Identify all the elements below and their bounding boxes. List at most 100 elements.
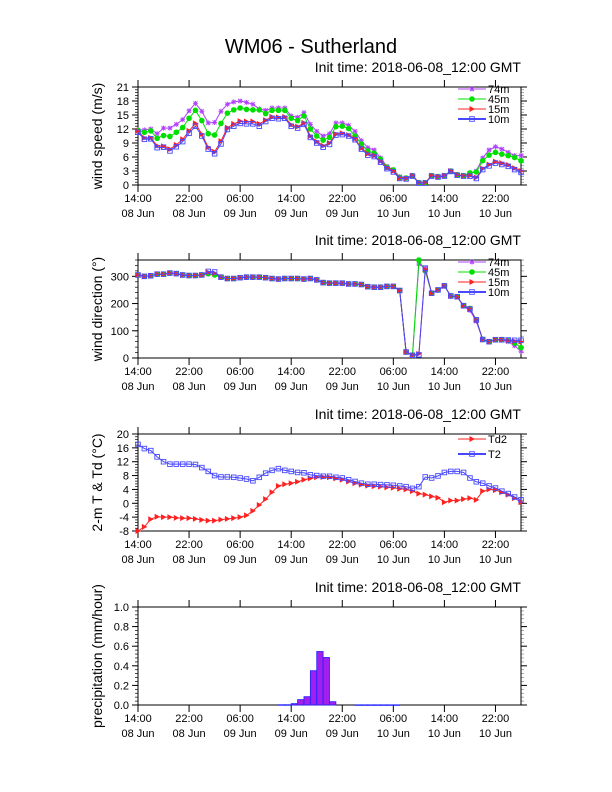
marker-square <box>377 284 384 290</box>
marker-triangle <box>218 138 224 145</box>
precip-bar <box>303 696 311 706</box>
marker-star <box>365 145 371 151</box>
marker-triangle <box>422 491 429 498</box>
marker-square <box>469 289 475 295</box>
marker-square <box>294 469 301 476</box>
marker-square <box>486 483 492 489</box>
marker-square <box>518 497 524 503</box>
marker-square <box>409 485 416 492</box>
marker-square <box>301 121 307 128</box>
marker-square <box>365 152 371 158</box>
marker-square <box>167 270 173 276</box>
marker-circle <box>167 133 173 140</box>
marker-square <box>148 447 154 454</box>
marker-circle <box>237 105 243 111</box>
marker-square <box>403 176 409 182</box>
marker-square <box>186 272 192 279</box>
marker-square <box>518 169 524 176</box>
marker-square <box>307 134 314 141</box>
marker-square <box>505 490 511 497</box>
precip-bar <box>309 670 318 706</box>
y-tick-label: -4 <box>119 512 129 524</box>
marker-square <box>486 163 492 169</box>
marker-square <box>224 126 231 133</box>
x-tick-date-label: 09 Jun <box>224 728 257 740</box>
marker-square <box>358 146 365 152</box>
marker-square <box>192 123 199 129</box>
legend-label: 74m <box>488 84 509 96</box>
marker-triangle <box>244 512 250 519</box>
x-tick-time-label: 06:00 <box>226 366 254 378</box>
marker-square <box>326 280 333 286</box>
marker-square <box>224 275 231 282</box>
marker-square <box>460 173 467 179</box>
marker-square <box>345 133 352 139</box>
series-line-10m <box>137 117 522 184</box>
legend-label: 45m <box>488 267 509 279</box>
marker-square <box>492 337 499 343</box>
marker-square <box>339 475 346 481</box>
marker-square <box>313 140 320 146</box>
marker-circle <box>275 107 282 114</box>
legend-label: 15m <box>488 104 509 116</box>
marker-square <box>422 265 429 271</box>
precip-bar <box>284 704 292 706</box>
marker-circle <box>243 106 250 113</box>
marker-square <box>135 272 141 278</box>
marker-triangle <box>167 514 173 521</box>
marker-square <box>218 141 224 147</box>
x-tick-date-label: 09 Jun <box>275 728 308 740</box>
marker-square <box>422 180 429 186</box>
x-tick-time-label: 22:00 <box>482 366 510 378</box>
x-tick-time-label: 22:00 <box>482 539 510 551</box>
marker-star <box>327 131 332 137</box>
marker-square <box>384 482 390 488</box>
marker-square <box>307 472 314 478</box>
marker-square <box>288 123 294 129</box>
x-tick-date-label: 10 Jun <box>479 208 512 220</box>
marker-circle <box>282 107 288 114</box>
x-tick-date-label: 09 Jun <box>275 208 308 220</box>
marker-triangle <box>141 523 148 530</box>
marker-square <box>345 281 352 287</box>
y-tick-label: 12 <box>117 124 129 136</box>
y-tick-label: 0.8 <box>114 622 129 634</box>
panel-1: Init time: 2018-06-08_12:00 GMT wind spee… <box>89 59 527 220</box>
marker-square <box>479 336 486 343</box>
marker-triangle <box>461 496 467 503</box>
x-tick-time-label: 14:00 <box>431 193 459 205</box>
y-tick-label: 8 <box>123 471 129 483</box>
x-tick-date-label: 10 Jun <box>428 728 461 740</box>
marker-square <box>275 115 282 122</box>
marker-square <box>307 275 314 282</box>
marker-square <box>224 474 231 480</box>
marker-circle <box>479 157 486 164</box>
x-tick-date-label: 08 Jun <box>173 728 206 740</box>
x-tick-time-label: 14:00 <box>124 193 152 205</box>
x-tick-date-label: 09 Jun <box>326 208 359 220</box>
marker-star <box>492 144 498 150</box>
marker-square <box>396 483 403 489</box>
marker-square <box>460 302 467 309</box>
marker-circle <box>154 135 160 142</box>
marker-triangle <box>469 436 475 442</box>
marker-square <box>313 472 320 479</box>
marker-square <box>141 445 148 452</box>
marker-square <box>492 485 499 491</box>
marker-square <box>211 269 218 275</box>
marker-square <box>396 287 403 294</box>
marker-triangle <box>288 121 295 128</box>
marker-circle <box>192 107 199 114</box>
y-tick-label: 0 <box>123 180 129 192</box>
marker-star <box>333 120 339 126</box>
x-tick-date-label: 10 Jun <box>479 381 512 393</box>
marker-triangle <box>148 516 154 523</box>
marker-star <box>371 147 377 153</box>
series-line-T2 <box>137 443 522 501</box>
marker-triangle <box>275 482 282 489</box>
marker-square <box>269 115 275 122</box>
marker-square <box>179 138 186 145</box>
y-tick-label: 0.2 <box>114 680 129 692</box>
marker-circle <box>505 152 512 159</box>
